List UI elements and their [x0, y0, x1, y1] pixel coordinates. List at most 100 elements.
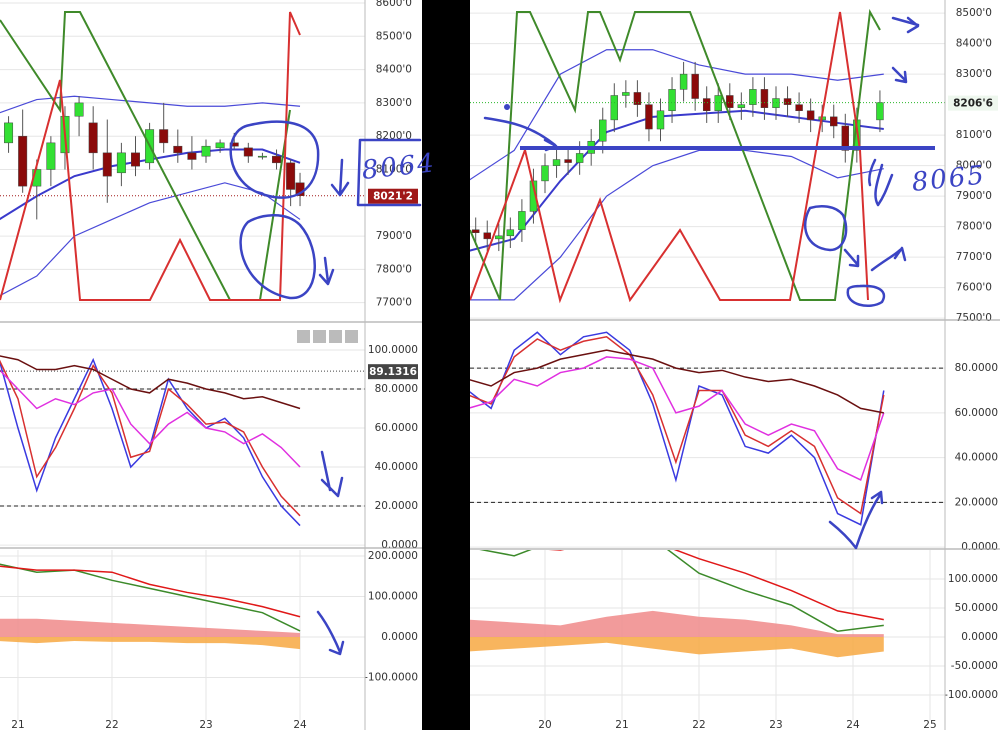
candle-body	[564, 159, 572, 163]
y-tick-label: 20.0000	[375, 500, 418, 512]
candle-body	[102, 152, 112, 177]
y-tick-label: 60.0000	[955, 407, 998, 419]
y-tick-label: 8100'0	[376, 163, 412, 175]
line	[0, 95, 301, 114]
candle-body	[599, 119, 607, 142]
line	[470, 356, 885, 482]
hand-arrow	[891, 16, 920, 34]
y-tick-label: 8600'0	[376, 0, 412, 9]
y-tick-label: 8300'0	[376, 97, 412, 109]
candle-body	[830, 116, 838, 127]
line	[470, 349, 884, 414]
candle-body	[633, 92, 642, 105]
hand-arrow	[483, 116, 558, 152]
hand-dot	[504, 104, 510, 110]
plot-area	[470, 331, 945, 548]
candle-body	[286, 162, 296, 190]
panel: 8600'08500'08400'08300'08200'08100'07900…	[0, 0, 418, 309]
line	[0, 565, 301, 618]
panel: 200.0000 100.0000 0.0000 -100.0000 21 22 23 24	[0, 550, 418, 730]
plot-area	[0, 2, 365, 304]
candle-body	[187, 152, 197, 160]
hand-arrow	[891, 66, 908, 84]
candle-body	[575, 153, 584, 163]
y-tick-label: -100.0000	[364, 672, 418, 684]
candle-body	[131, 152, 140, 167]
candle-body	[702, 98, 711, 111]
candle-body	[668, 89, 676, 111]
y-tick-label: 8500'0	[376, 30, 412, 42]
y-tick-label: 8500'0	[956, 7, 992, 19]
hand-arrow	[867, 158, 894, 207]
y-tick-label: 100.0000	[368, 590, 418, 602]
candle-body	[691, 73, 699, 99]
area	[0, 618, 301, 638]
y-tick-label: 7900'0	[956, 190, 992, 202]
hand-bracket	[356, 138, 422, 207]
panel: 80.0000 60.0000 40.0000 20.0000 0.0000	[470, 331, 998, 553]
candle-body	[529, 180, 538, 212]
candle-body	[46, 142, 56, 170]
toolbar	[297, 330, 358, 343]
y-tick-label: 80.0000	[375, 383, 418, 395]
x-tick-label: 20	[538, 719, 551, 730]
line	[0, 359, 301, 517]
y-tick-label: 20.0000	[955, 496, 998, 508]
y-tick-label: 8100'0	[956, 129, 992, 141]
candle-body	[201, 145, 211, 157]
zigzag	[0, 11, 301, 301]
y-tick-label: 100.0000	[368, 344, 418, 356]
candle-body	[726, 95, 734, 108]
y-tick-label: 0.0000	[961, 541, 998, 553]
y-tick-label: 100.0000	[948, 573, 998, 585]
y-tick-label: 8400'0	[376, 64, 412, 76]
panel: 100.000080.000060.000040.000020.00000.00…	[0, 344, 418, 551]
panel: 100.0000 50.0000 0.0000 -50.0000 -100.0000 20…	[470, 550, 998, 730]
candle-body	[495, 235, 503, 240]
y-tick-label: 50.0000	[955, 602, 998, 614]
candle-body	[806, 110, 815, 121]
line	[548, 550, 884, 621]
x-tick-label: 25	[923, 719, 936, 730]
y-tick-label: 7900'0	[376, 230, 412, 242]
x-tick-label: 22	[105, 719, 118, 730]
y-tick-label: 7700'0	[956, 251, 992, 263]
x-tick-label: 24	[846, 719, 860, 730]
candle-body	[841, 125, 850, 151]
y-tick-label: 0.0000	[961, 631, 998, 643]
candle-body	[257, 155, 267, 158]
y-tick-label: 40.0000	[375, 461, 418, 473]
candle-body	[622, 92, 630, 96]
y-tick-label: 0.0000	[381, 631, 418, 643]
line	[470, 49, 884, 181]
last-price-label: 8206'6	[953, 98, 993, 110]
x-tick-label: 21	[11, 719, 24, 730]
line	[470, 149, 884, 301]
x-tick-label: 23	[199, 719, 212, 730]
candle-body	[229, 142, 239, 147]
plot-area	[470, 550, 945, 720]
hand-arrow	[316, 610, 345, 656]
y-tick-label: 7800'0	[956, 221, 992, 233]
line	[0, 369, 301, 468]
y-tick-label: -50.0000	[951, 660, 998, 672]
candle-body	[645, 104, 653, 130]
candle-body	[159, 129, 169, 144]
candle-body	[714, 95, 722, 111]
y-tick-label: 8300'0	[956, 68, 992, 80]
line	[0, 563, 301, 632]
candle-body	[173, 145, 183, 154]
y-tick-label: -100.0000	[944, 689, 998, 701]
candle-body	[795, 104, 803, 111]
candle-body	[18, 135, 28, 187]
line	[0, 355, 301, 410]
candle-body	[760, 89, 769, 108]
x-tick-label: 23	[769, 719, 782, 730]
line	[470, 109, 884, 252]
y-tick-label: 8400'0	[956, 38, 992, 50]
candle-body	[876, 102, 884, 121]
area	[0, 637, 301, 650]
candle-body	[116, 152, 126, 174]
